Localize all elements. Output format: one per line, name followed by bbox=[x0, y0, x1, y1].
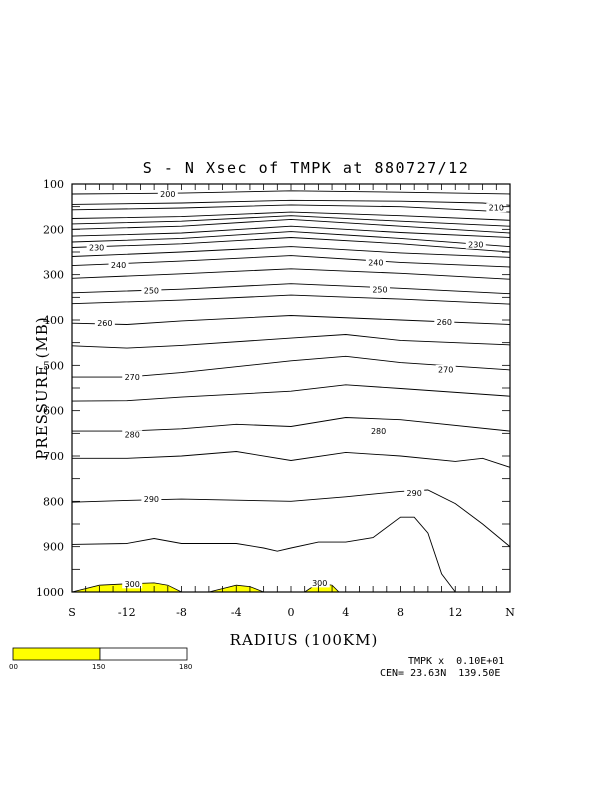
y-tick-label: 900 bbox=[43, 541, 64, 554]
contour-label-bg-16 bbox=[122, 579, 143, 589]
contour-label-15: 290 bbox=[407, 489, 422, 498]
y-tick-label: 400 bbox=[43, 314, 64, 327]
x-tick-label: 12 bbox=[448, 606, 462, 619]
y-tick-labels: 100 200 300 400 500 600 700 800 900 1000 bbox=[36, 178, 64, 599]
x-tick-label: -12 bbox=[118, 606, 136, 619]
contour-label-bg-10 bbox=[122, 372, 143, 382]
contour-label-17: 300 bbox=[312, 579, 327, 588]
contour-label-bg-0 bbox=[157, 189, 178, 199]
colorbar-segment-yellow bbox=[12, 647, 101, 661]
contour-label-bg-4 bbox=[108, 260, 129, 270]
x-tick-label: N bbox=[505, 606, 515, 619]
contour-label-14: 290 bbox=[144, 495, 159, 504]
contour-label-bg-1 bbox=[486, 203, 507, 213]
contour-label-8: 260 bbox=[97, 319, 112, 328]
contour-label-1: 210 bbox=[489, 204, 504, 213]
x-tick-label: -8 bbox=[176, 606, 187, 619]
warm-shading-layer bbox=[71, 582, 340, 593]
x-axis-label: RADIUS (100KM) bbox=[230, 631, 379, 649]
contour-label-16: 300 bbox=[125, 580, 140, 589]
contour-label-4: 240 bbox=[111, 261, 126, 270]
contour-line-3 bbox=[71, 211, 511, 221]
contour-label-0: 200 bbox=[160, 190, 175, 199]
contour-line-21 bbox=[71, 516, 456, 593]
x-tick-label: -4 bbox=[231, 606, 242, 619]
y-tick-label: 100 bbox=[43, 178, 64, 191]
x-tick-label: 0 bbox=[288, 606, 295, 619]
x-tick-label: 4 bbox=[342, 606, 349, 619]
center-location-note: CEN= 23.63N 139.50E bbox=[380, 668, 501, 679]
contour-line-15 bbox=[71, 334, 511, 349]
contour-label-3: 230 bbox=[468, 240, 483, 249]
x-tick-label: 8 bbox=[397, 606, 404, 619]
contour-line-4 bbox=[71, 215, 511, 227]
x-tick-label: S bbox=[68, 606, 76, 619]
isotherm-contours bbox=[71, 190, 511, 593]
contour-label-bg-17 bbox=[309, 578, 330, 588]
contour-label-bg-6 bbox=[141, 286, 162, 296]
contour-line-14 bbox=[71, 315, 511, 325]
y-tick-label: 700 bbox=[43, 450, 64, 463]
contour-label-2: 230 bbox=[89, 243, 104, 252]
contour-line-0 bbox=[71, 190, 511, 195]
axis-ticks bbox=[71, 183, 511, 593]
contour-line-11 bbox=[71, 268, 511, 280]
contour-label-bg-12 bbox=[122, 430, 143, 440]
y-tick-label: 800 bbox=[43, 495, 64, 508]
contour-label-9: 260 bbox=[437, 318, 452, 327]
y-axis-label: PRESSURE (MB) bbox=[33, 316, 51, 459]
contour-line-20 bbox=[71, 489, 511, 548]
contour-line-13 bbox=[71, 294, 511, 305]
chart-title: S - N Xsec of TMPK at 880727/12 bbox=[143, 159, 469, 177]
contour-line-5 bbox=[71, 218, 511, 234]
contour-label-5: 240 bbox=[368, 258, 383, 267]
contour-label-10: 270 bbox=[125, 373, 140, 382]
colorbar-label-max: 180 bbox=[179, 663, 193, 671]
contour-line-19 bbox=[72, 451, 511, 468]
contour-labels: 200 210 230 230 240 240 250 250 260 260 270 270 280 2… bbox=[86, 189, 507, 589]
contour-label-bg-9 bbox=[434, 317, 455, 327]
contour-label-bg-14 bbox=[141, 494, 162, 504]
colorbar-segment-white bbox=[99, 647, 188, 661]
contour-line-6 bbox=[71, 225, 511, 238]
y-tick-label: 300 bbox=[43, 269, 64, 282]
contour-label-12: 280 bbox=[125, 431, 140, 440]
contour-label-bg-8 bbox=[94, 318, 115, 328]
contour-line-18 bbox=[72, 417, 511, 432]
y-tick-label: 500 bbox=[43, 359, 64, 372]
contour-label-bg-2 bbox=[86, 242, 107, 252]
contour-line-9 bbox=[71, 246, 511, 258]
y-tick-label: 200 bbox=[43, 223, 64, 236]
contour-line-12 bbox=[71, 283, 511, 295]
contour-label-13: 280 bbox=[371, 427, 386, 436]
x-tick-labels: S -12 -8 -4 0 4 8 12 N bbox=[68, 606, 515, 619]
contour-label-bg-13 bbox=[368, 426, 389, 436]
contour-label-7: 250 bbox=[372, 286, 387, 295]
contour-line-2 bbox=[71, 204, 511, 213]
contour-label-11: 270 bbox=[438, 365, 453, 374]
contour-line-10 bbox=[71, 255, 511, 268]
colorbar bbox=[12, 647, 188, 661]
contour-label-bg-11 bbox=[435, 364, 456, 374]
contour-label-bg-7 bbox=[369, 285, 390, 295]
contour-label-6: 250 bbox=[144, 287, 159, 296]
contour-line-17 bbox=[71, 384, 511, 402]
y-tick-label: 1000 bbox=[36, 586, 64, 599]
y-tick-label: 600 bbox=[43, 405, 64, 418]
contour-label-bg-15 bbox=[404, 488, 425, 498]
colorbar-label-min: 00 bbox=[9, 663, 18, 671]
scale-factor-note: TMPK x 0.10E+01 bbox=[408, 656, 505, 667]
contour-label-bg-3 bbox=[465, 239, 486, 249]
contour-line-8 bbox=[71, 237, 511, 253]
contour-line-7 bbox=[71, 231, 511, 248]
colorbar-label-mid: 150 bbox=[92, 663, 106, 671]
contour-label-bg-5 bbox=[365, 257, 386, 267]
